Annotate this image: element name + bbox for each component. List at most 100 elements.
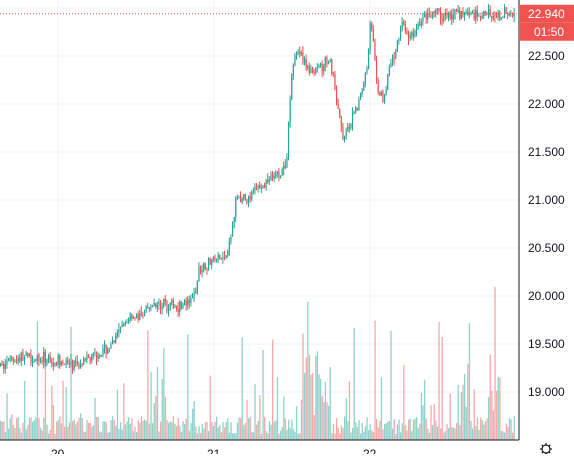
volume-bar	[224, 427, 226, 440]
candle	[59, 354, 61, 370]
volume-bar	[404, 425, 407, 440]
candle	[83, 356, 85, 366]
volume-bar	[62, 380, 64, 440]
volume-bar	[128, 417, 130, 440]
volume-bar	[107, 432, 109, 440]
volume-bar	[190, 422, 192, 440]
volume-bar	[452, 427, 455, 440]
volume-bar	[449, 393, 451, 440]
volume-bar	[424, 379, 426, 440]
volume-bar	[227, 418, 229, 440]
volume-bar	[30, 417, 32, 440]
volume-bar	[491, 390, 493, 440]
candle	[100, 354, 102, 357]
candle	[380, 90, 382, 97]
volume-bar	[140, 416, 143, 440]
volume-bar	[440, 428, 442, 440]
volume-bar	[446, 424, 448, 440]
candle	[102, 344, 104, 358]
volume-bar	[161, 379, 163, 440]
candle	[488, 4, 490, 19]
volume-bar	[348, 381, 351, 440]
candle	[284, 159, 286, 170]
volume-bar	[497, 376, 499, 440]
candle	[99, 353, 101, 359]
candle	[54, 362, 56, 367]
volume-bar	[16, 418, 18, 440]
candle	[212, 256, 214, 263]
candle	[315, 66, 317, 76]
candle	[220, 257, 222, 261]
volume-bar	[484, 421, 487, 440]
candle	[3, 361, 5, 374]
volume-bar	[236, 422, 239, 440]
candle	[185, 297, 187, 311]
candle	[12, 356, 14, 366]
volume-bar	[406, 430, 408, 440]
candle	[161, 302, 163, 315]
volume-bar	[296, 406, 298, 440]
candle	[366, 65, 368, 75]
volume-bar	[444, 431, 447, 440]
volume-bar	[312, 373, 314, 440]
candle	[499, 10, 501, 22]
volume-bar	[496, 390, 498, 440]
candle	[65, 357, 67, 368]
candle	[216, 258, 218, 263]
volume-bar	[489, 354, 491, 440]
candle	[288, 121, 290, 161]
candle	[27, 352, 29, 359]
candle	[139, 309, 141, 321]
volume-bar	[300, 399, 303, 440]
volume-bar	[294, 431, 296, 440]
candle	[238, 195, 240, 200]
volume-bar	[83, 431, 85, 440]
volume-bar	[60, 423, 63, 440]
candle	[411, 30, 413, 40]
volume-bar	[427, 428, 429, 440]
volume-bar	[481, 420, 483, 440]
volume-bar	[412, 419, 415, 440]
volume-bar	[67, 426, 69, 440]
volume-bar	[392, 428, 394, 440]
candle	[513, 7, 515, 23]
candle	[420, 18, 422, 29]
volume-bar	[483, 424, 485, 440]
volume-bar	[113, 420, 115, 440]
volume-bar	[195, 426, 197, 440]
x-tick-label: 22	[363, 447, 377, 454]
volume-bar	[345, 398, 347, 440]
candle	[4, 358, 6, 374]
candle	[449, 10, 451, 21]
volume-bar	[177, 417, 179, 440]
volume-bar	[273, 421, 275, 440]
candle	[257, 184, 259, 193]
volume-bar	[246, 399, 248, 440]
volume-bar	[185, 418, 187, 440]
volume-bar	[172, 416, 175, 440]
volume-bar	[184, 424, 186, 440]
candle	[390, 58, 392, 68]
candle	[305, 54, 307, 72]
volume-bar	[153, 403, 155, 440]
candle	[20, 351, 22, 367]
volume-bar	[320, 378, 322, 440]
volume-bar	[272, 339, 274, 440]
candle	[323, 63, 325, 76]
volume-bar	[168, 422, 170, 440]
candle	[252, 187, 254, 195]
volume-bar	[513, 415, 515, 440]
volume-bar	[289, 427, 291, 440]
volume-bar	[486, 418, 488, 440]
volume-bar	[443, 432, 445, 440]
volume-bar	[211, 421, 213, 440]
candle	[446, 8, 448, 19]
volume-bar	[44, 351, 47, 440]
gear-icon[interactable]	[540, 443, 552, 455]
volume-bar	[209, 375, 211, 440]
y-tick-label: 19.000	[528, 385, 565, 399]
volume-bar	[171, 422, 173, 440]
candle	[241, 197, 243, 205]
candle	[443, 13, 445, 24]
